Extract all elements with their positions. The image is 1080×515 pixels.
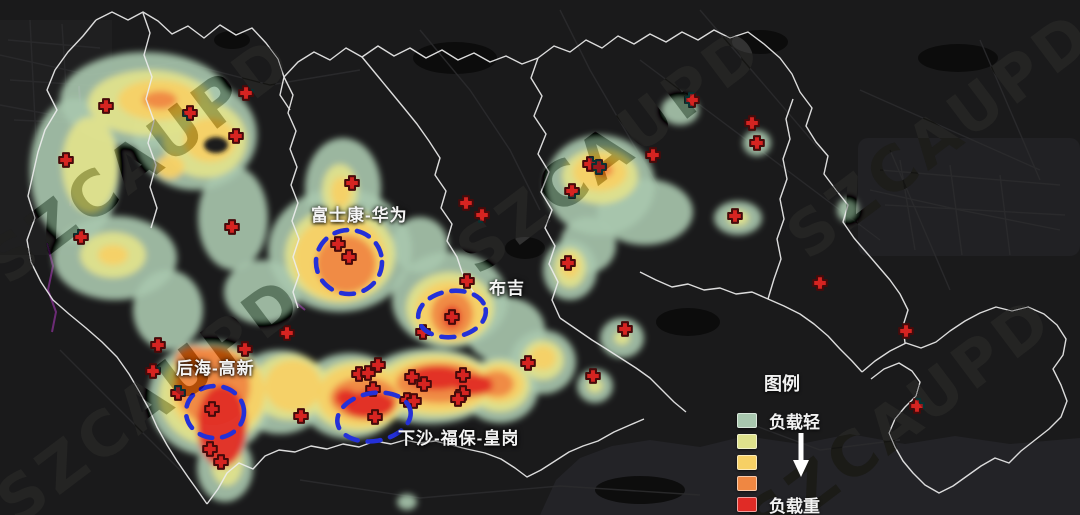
heat-blob <box>133 270 203 350</box>
legend-row: 负载轻 <box>737 412 877 432</box>
highlight-ring <box>313 227 385 297</box>
highlight-ring <box>183 383 247 441</box>
legend-row: 负载重 <box>737 496 877 515</box>
heat-blob <box>530 346 556 370</box>
heat-blob <box>265 360 321 412</box>
legend-title: 图例 <box>764 374 800 394</box>
legend-swatch <box>737 412 757 428</box>
legend-item-label: 负载轻 <box>769 412 820 432</box>
map-annotation-label: 后海-高新 <box>176 359 255 378</box>
heat-blob <box>156 155 184 179</box>
legend-row <box>737 454 877 470</box>
heat-blob <box>397 494 417 510</box>
heat-blob <box>837 198 859 222</box>
heat-blob <box>198 166 268 270</box>
district-boundaries <box>26 11 1068 505</box>
annotation-rings <box>183 227 489 444</box>
legend: 图例 负载轻负载重 <box>737 370 877 515</box>
legend-swatch <box>737 454 757 470</box>
legend-item-label: 负载重 <box>769 496 820 515</box>
map-annotation-label: 富士康-华为 <box>311 206 408 225</box>
heat-hole <box>204 137 228 153</box>
map-annotation-label: 布吉 <box>489 279 525 298</box>
highlight-ring <box>335 390 413 444</box>
legend-swatch <box>737 496 757 512</box>
map-annotation-label: 下沙-福保-皇岗 <box>398 429 520 448</box>
legend-rows: 负载轻 负载重 <box>737 412 877 515</box>
highlight-ring <box>415 288 489 340</box>
heat-blob <box>175 346 213 374</box>
heat-blob <box>98 245 128 265</box>
heat-blob <box>62 117 118 213</box>
heat-blob <box>224 260 300 324</box>
legend-row <box>737 475 877 491</box>
legend-swatch <box>737 433 757 449</box>
heat-blob <box>143 91 177 109</box>
legend-gradient-arrow-icon <box>793 433 809 477</box>
legend-row <box>737 433 877 449</box>
heat-blob <box>392 217 448 273</box>
legend-swatch <box>737 475 757 491</box>
